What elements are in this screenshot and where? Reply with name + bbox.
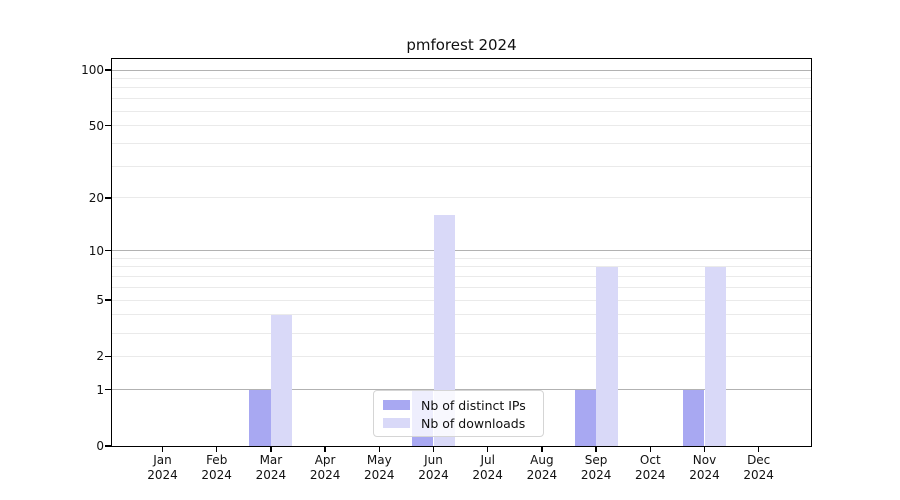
y-tick-mark bbox=[105, 445, 111, 447]
minor-gridline bbox=[112, 332, 811, 334]
x-tick-mark bbox=[649, 447, 651, 452]
bar-distinct-ips-8 bbox=[574, 389, 597, 446]
x-tick-label-aug: Aug 2024 bbox=[526, 453, 558, 482]
minor-gridline bbox=[112, 78, 811, 79]
y-tick-mark bbox=[105, 69, 111, 71]
y-tick-label: 0 bbox=[96, 439, 104, 453]
x-tick-label-may: May 2024 bbox=[364, 453, 395, 482]
y-tick-label: 20 bbox=[88, 190, 104, 205]
minor-gridline bbox=[112, 110, 811, 112]
x-tick-label-nov: Nov 2024 bbox=[689, 453, 720, 482]
y-tick-label: 2 bbox=[96, 349, 104, 364]
minor-gridline bbox=[112, 165, 811, 167]
x-tick-mark bbox=[758, 447, 760, 452]
chart-title: pmforest 2024 bbox=[406, 36, 517, 54]
major-gridline bbox=[112, 389, 811, 391]
x-tick-mark bbox=[487, 447, 489, 452]
x-tick-mark bbox=[703, 447, 706, 452]
minor-gridline bbox=[112, 125, 811, 127]
x-tick-label-mar: Mar 2024 bbox=[255, 453, 287, 482]
legend-label: Nb of downloads bbox=[421, 415, 526, 431]
x-tick-label-apr: Apr 2024 bbox=[309, 453, 341, 482]
x-tick-mark bbox=[432, 447, 435, 452]
minor-gridline bbox=[112, 355, 811, 357]
y-tick-label: 100 bbox=[81, 63, 104, 77]
minor-gridline bbox=[112, 299, 811, 301]
x-tick-mark bbox=[378, 447, 380, 452]
downloads-swatch bbox=[383, 418, 410, 428]
major-gridline bbox=[112, 250, 811, 252]
legend-item-distinct-ips: Nb of distinct IPs bbox=[383, 397, 535, 414]
x-tick-mark bbox=[270, 447, 272, 452]
plot-area bbox=[111, 58, 812, 447]
x-tick-mark bbox=[595, 447, 597, 452]
y-tick-label: 10 bbox=[88, 243, 104, 258]
y-tick-mark bbox=[105, 124, 111, 127]
y-tick-mark bbox=[105, 388, 111, 391]
bar-distinct-ips-2 bbox=[249, 389, 271, 446]
minor-gridline bbox=[112, 286, 811, 288]
major-gridline bbox=[112, 69, 811, 71]
distinct-ips-swatch bbox=[383, 400, 410, 410]
x-tick-label-feb: Feb 2024 bbox=[201, 453, 232, 482]
y-tick-mark bbox=[105, 249, 111, 252]
minor-gridline bbox=[112, 197, 811, 199]
x-tick-mark bbox=[216, 447, 218, 452]
x-tick-label-dec: Dec 2024 bbox=[743, 453, 774, 482]
x-tick-label-jul: Jul 2024 bbox=[472, 453, 503, 482]
y-tick-label: 50 bbox=[88, 118, 104, 133]
x-tick-label-jan: Jan 2024 bbox=[147, 453, 178, 482]
minor-gridline bbox=[112, 87, 811, 89]
y-tick-label: 1 bbox=[96, 382, 104, 397]
bar-downloads-8 bbox=[596, 266, 618, 446]
legend-item-downloads: Nb of downloads bbox=[383, 415, 535, 432]
bar-downloads-2 bbox=[270, 314, 293, 446]
x-tick-label-oct: Oct 2024 bbox=[635, 453, 666, 482]
x-tick-label-jun: Jun 2024 bbox=[418, 453, 449, 482]
x-tick-mark bbox=[324, 447, 326, 452]
bar-distinct-ips-10 bbox=[682, 389, 705, 446]
minor-gridline bbox=[112, 276, 811, 278]
y-tick-mark bbox=[105, 197, 111, 199]
bar-downloads-5 bbox=[433, 215, 456, 446]
y-tick-mark bbox=[105, 299, 111, 301]
bar-downloads-10 bbox=[704, 266, 727, 446]
minor-gridline bbox=[112, 142, 811, 144]
x-tick-label-sep: Sep 2024 bbox=[580, 453, 612, 482]
x-tick-mark bbox=[161, 447, 164, 452]
y-tick-label: 5 bbox=[96, 293, 104, 308]
y-tick-mark bbox=[105, 355, 111, 358]
minor-gridline bbox=[112, 314, 811, 316]
minor-gridline bbox=[112, 98, 811, 100]
legend: Nb of distinct IPs Nb of downloads bbox=[373, 390, 544, 437]
minor-gridline bbox=[112, 266, 811, 268]
x-tick-mark bbox=[541, 447, 543, 452]
minor-gridline bbox=[112, 257, 811, 259]
legend-label: Nb of distinct IPs bbox=[421, 397, 526, 413]
